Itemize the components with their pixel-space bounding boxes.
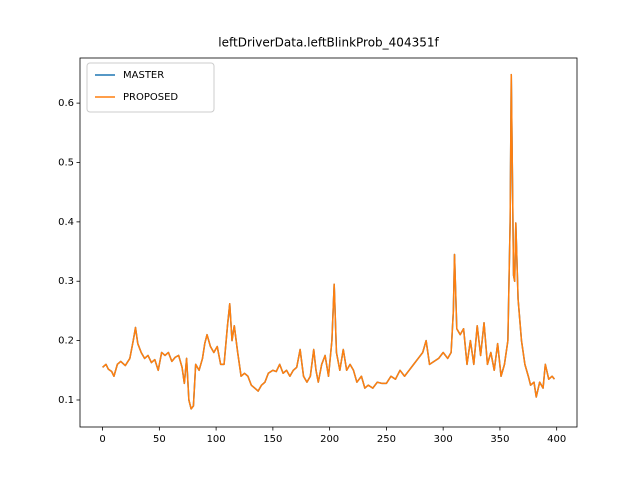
x-tick-label: 200 [320, 434, 339, 445]
chart-title: leftDriverData.leftBlinkProb_404351f [218, 36, 439, 50]
x-tick-label: 350 [490, 434, 509, 445]
x-tick-label: 150 [263, 434, 282, 445]
y-tick-label: 0.1 [58, 395, 74, 406]
axes-frame [79, 57, 578, 428]
y-tick-label: 0.2 [58, 336, 74, 347]
x-tick-label: 400 [547, 434, 566, 445]
legend-box [86, 62, 215, 113]
y-tick-label: 0.6 [58, 98, 74, 109]
legend-label: MASTER [123, 70, 164, 81]
y-tick-label: 0.5 [58, 157, 74, 168]
x-tick-label: 100 [207, 434, 226, 445]
y-tick-label: 0.3 [58, 276, 74, 287]
y-tick-label: 0.4 [58, 217, 74, 228]
legend-label: PROPOSED [123, 92, 178, 103]
x-tick-label: 300 [434, 434, 453, 445]
series-line [102, 73, 556, 410]
x-tick-label: 250 [377, 434, 396, 445]
x-tick-label: 0 [99, 434, 105, 445]
x-tick-label: 50 [153, 434, 166, 445]
